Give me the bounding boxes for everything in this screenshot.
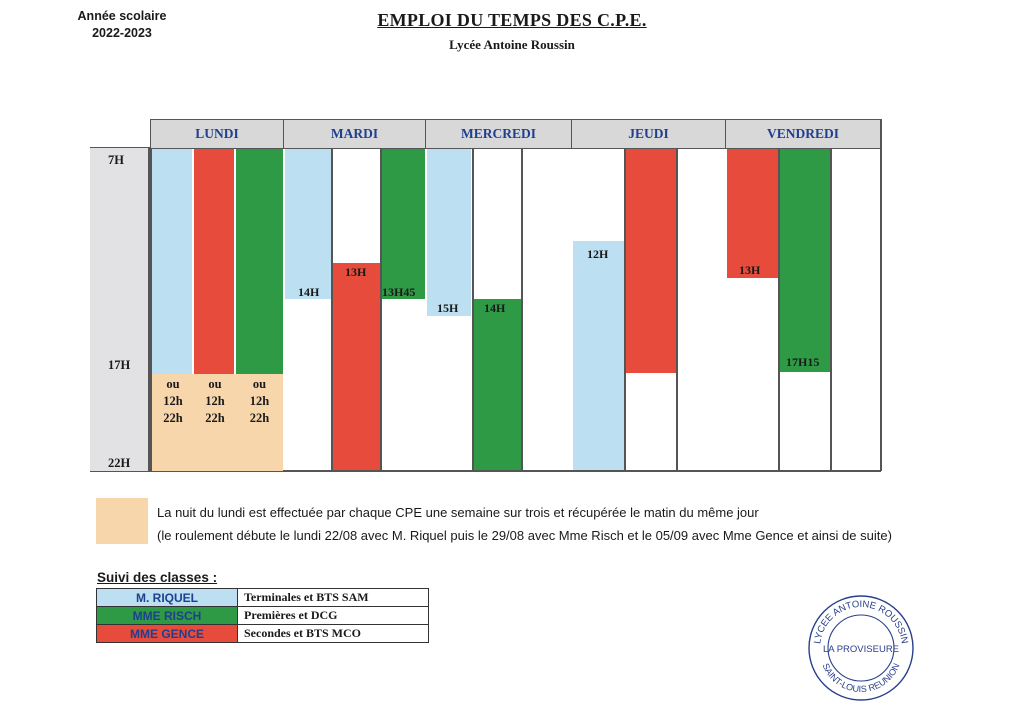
official-stamp: LYCEE ANTOINE ROUSSIN SAINT-LOUIS REUNIO… [808, 595, 914, 701]
night-text: ou [252, 377, 267, 391]
page-title: EMPLOI DU TEMPS DES C.P.E. [377, 10, 647, 30]
page-subtitle: Lycée Antoine Roussin [449, 37, 575, 52]
mercredi-risch-start-label: 14H [484, 301, 506, 315]
day-header-mercredi: MERCREDI [426, 120, 572, 148]
grid-left-border [150, 119, 152, 471]
mercredi-risch-block [474, 299, 521, 470]
night-text: 22h [249, 411, 270, 425]
jeudi-riquel-start-label: 12H [587, 247, 609, 261]
page-title-block: EMPLOI DU TEMPS DES C.P.E. Lycée Antoine… [0, 10, 1024, 53]
night-text: 12h [249, 394, 270, 408]
night-text: 22h [205, 411, 225, 425]
mercredi-riquel-block [427, 149, 471, 316]
vendredi-gence-block [727, 149, 778, 278]
night-legend-text: La nuit du lundi est effectuée par chaqu… [157, 501, 892, 547]
lundi-night-gence: ou 12h 22h [194, 374, 236, 471]
mardi-risch-end-label: 13H45 [382, 285, 416, 299]
cpe-classes: Premières et DCG [237, 606, 429, 625]
vendredi-risch-end-label: 17H15 [786, 355, 820, 369]
cpe-classes: Secondes et BTS MCO [237, 624, 429, 643]
classes-table: M. RIQUEL Terminales et BTS SAM MME RISC… [96, 588, 429, 643]
school-year-label: Année scolaire [77, 9, 167, 23]
jeudi-divider [624, 148, 626, 471]
stamp-bottom-text: SAINT-LOUIS REUNION [821, 662, 902, 694]
school-year: Année scolaire 2022-2023 [72, 8, 172, 42]
stamp-top-text: LYCEE ANTOINE ROUSSIN [812, 599, 910, 645]
night-text: 12h [205, 394, 225, 408]
day-header-vendredi: VENDREDI [726, 120, 880, 148]
cpe-classes: Terminales et BTS SAM [237, 588, 429, 607]
school-year-value: 2022-2023 [92, 26, 152, 40]
cpe-name: MME GENCE [96, 624, 238, 643]
legend-line-1: La nuit du lundi est effectuée par chaqu… [157, 505, 759, 520]
day-header-jeudi: JEUDI [572, 120, 726, 148]
cpe-name: MME RISCH [96, 606, 238, 625]
grid-bottom-border [90, 470, 881, 472]
lundi-risch-block [236, 149, 283, 374]
mercredi-riquel-end-label: 15H [437, 301, 459, 315]
night-text: ou [208, 377, 222, 391]
night-text: 22h [163, 411, 183, 425]
night-legend-swatch [96, 498, 148, 544]
table-row: M. RIQUEL Terminales et BTS SAM [96, 588, 429, 607]
svg-text:SAINT-LOUIS REUNION: SAINT-LOUIS REUNION [821, 662, 902, 694]
lundi-gence-block [194, 149, 234, 374]
vendredi-gence-end-label: 13H [739, 263, 761, 277]
lundi-riquel-block [152, 149, 192, 374]
classes-title: Suivi des classes : [97, 570, 218, 585]
mardi-riquel-block [285, 149, 331, 299]
time-label-end: 22H [108, 456, 131, 470]
svg-text:LYCEE ANTOINE ROUSSIN: LYCEE ANTOINE ROUSSIN [812, 599, 910, 645]
time-column [90, 148, 150, 471]
mardi-riquel-end-label: 14H [298, 285, 320, 299]
time-label-start: 7H [108, 153, 124, 167]
night-text: 12h [163, 394, 183, 408]
mardi-risch-block [381, 149, 425, 299]
vendredi-divider [830, 148, 832, 471]
mercredi-divider [521, 148, 523, 471]
jeudi-divider [676, 148, 678, 471]
stamp-center-text: LA PROVISEURE [823, 644, 899, 655]
night-text: ou [166, 377, 180, 391]
lundi-night-risch: ou 12h 22h [236, 374, 283, 471]
mercredi-divider [472, 148, 474, 471]
mardi-gence-start-label: 13H [345, 265, 367, 279]
grid-right-border [880, 119, 882, 471]
time-label-mid: 17H [108, 358, 131, 372]
vendredi-risch-block [779, 149, 830, 372]
day-header-mardi: MARDI [284, 120, 426, 148]
table-row: MME GENCE Secondes et BTS MCO [96, 624, 429, 643]
jeudi-gence-block [625, 149, 676, 373]
vendredi-divider [778, 148, 780, 471]
lundi-night-riquel: ou 12h 22h [152, 374, 194, 471]
cpe-name: M. RIQUEL [96, 588, 238, 607]
mardi-gence-block [333, 263, 380, 470]
table-row: MME RISCH Premières et DCG [96, 606, 429, 625]
mardi-divider [380, 148, 382, 471]
day-header-lundi: LUNDI [151, 120, 284, 148]
jeudi-riquel-block [573, 241, 624, 470]
mardi-divider [331, 148, 333, 471]
grid-top-border [150, 119, 881, 121]
legend-line-2: (le roulement débute le lundi 22/08 avec… [157, 528, 892, 543]
